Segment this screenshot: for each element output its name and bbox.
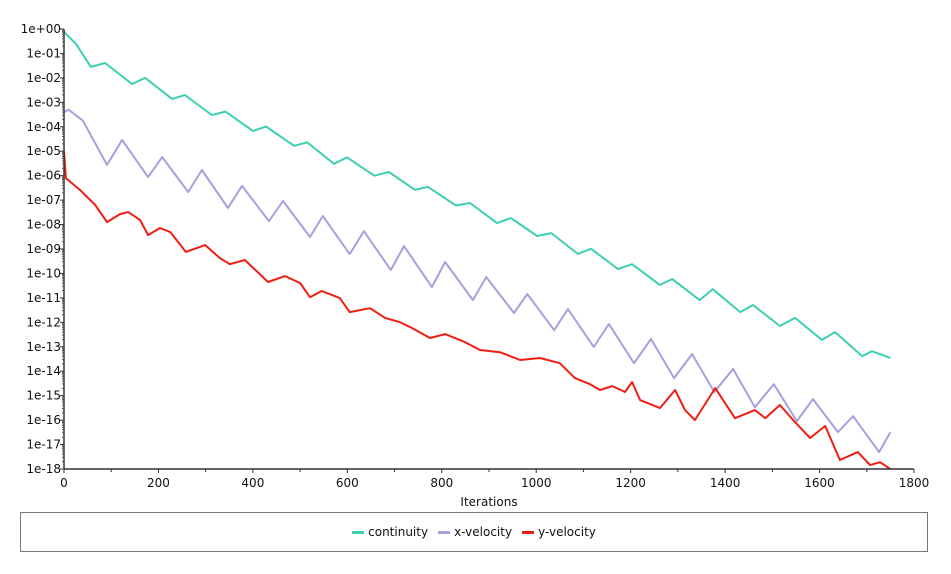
y-tick-label: 1e-01 xyxy=(26,46,61,60)
x-tick-label: 1800 xyxy=(899,476,930,490)
legend-label: x-velocity xyxy=(454,525,513,539)
legend-swatch xyxy=(522,530,535,534)
y-tick-label: 1e-07 xyxy=(26,193,61,207)
x-tick-label: 600 xyxy=(336,476,359,490)
legend-item-x-velocity[interactable]: x-velocity xyxy=(438,525,512,539)
y-tick-label: 1e-02 xyxy=(26,71,61,85)
x-tick-label: 800 xyxy=(430,476,453,490)
legend-swatch xyxy=(352,530,365,534)
x-tick-label: 1200 xyxy=(615,476,646,490)
legend-item-y-velocity[interactable]: y-velocity xyxy=(522,525,596,539)
series-line-continuity xyxy=(63,31,891,359)
legend: continuity x-velocity y-velocity xyxy=(20,512,928,552)
y-tick-label: 1e-18 xyxy=(26,462,61,476)
y-tick-label: 1e-05 xyxy=(26,144,61,158)
axes: 1e+00 1e-01 1e-02 1e-03 1e-04 1e-05 1e-06 1e-07… xyxy=(21,22,930,490)
x-axis-label: Iterations xyxy=(460,495,517,509)
y-tick-label: 1e+00 xyxy=(21,22,61,36)
y-tick-label: 1e-12 xyxy=(26,315,61,329)
y-tick-label: 1e-03 xyxy=(26,95,61,109)
y-tick-label: 1e-04 xyxy=(26,120,61,134)
y-tick-label: 1e-17 xyxy=(26,438,61,452)
x-tick-label: 0 xyxy=(60,476,68,490)
series-line-y-velocity xyxy=(63,151,891,470)
y-tick-label: 1e-14 xyxy=(26,364,61,378)
y-tick-label: 1e-16 xyxy=(26,413,61,427)
x-tick-label: 200 xyxy=(147,476,170,490)
plot-lines xyxy=(63,31,892,470)
x-tick-label: 1600 xyxy=(804,476,835,490)
y-tick-label: 1e-06 xyxy=(26,169,61,183)
y-tick-label: 1e-13 xyxy=(26,340,61,354)
y-tick-label: 1e-09 xyxy=(26,242,61,256)
y-tick-label: 1e-10 xyxy=(26,266,61,280)
series-line-x-velocity xyxy=(63,108,892,454)
legend-swatch xyxy=(438,530,451,534)
legend-label: continuity xyxy=(368,525,429,539)
y-tick-label: 1e-11 xyxy=(26,291,61,305)
y-tick-label: 1e-15 xyxy=(26,389,61,403)
x-tick-label: 1400 xyxy=(710,476,741,490)
x-tick-label: 1000 xyxy=(521,476,552,490)
legend-item-continuity[interactable]: continuity xyxy=(352,525,428,539)
y-tick-label: 1e-08 xyxy=(26,218,61,232)
x-tick-label: 400 xyxy=(241,476,264,490)
legend-label: y-velocity xyxy=(538,525,596,539)
